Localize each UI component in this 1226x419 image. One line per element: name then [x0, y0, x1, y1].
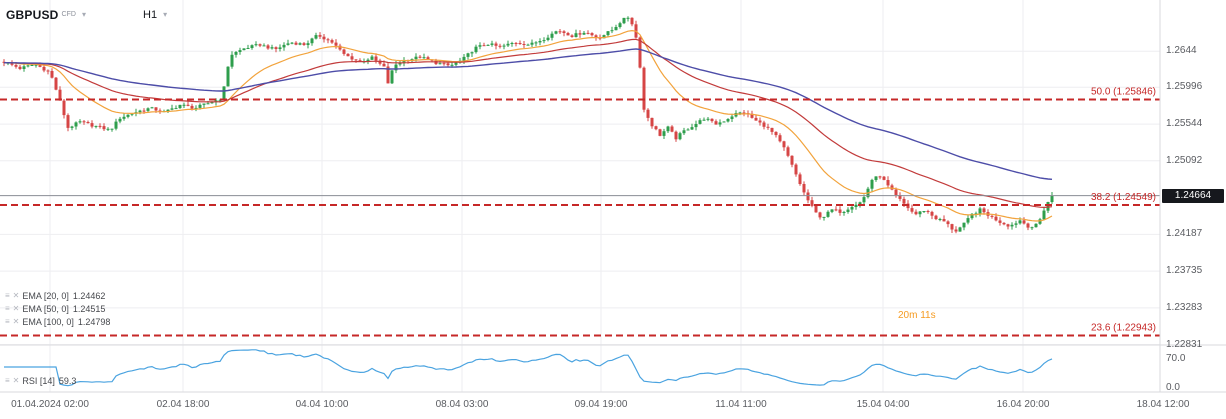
- indicator-value: 1.24798: [77, 316, 111, 327]
- time-axis-label: 08.04 03:00: [435, 399, 489, 410]
- symbol-name: GBPUSD: [6, 8, 59, 22]
- indicator-label: RSI [14]: [22, 375, 55, 386]
- price-axis[interactable]: 1.2644 1.25996 1.25544 1.25092 1.24187 1.2373…: [1161, 0, 1226, 393]
- price-axis-label: 1.25092: [1166, 155, 1203, 166]
- timeframe-label: H1: [143, 9, 158, 21]
- indicator-label: EMA [20, 0]: [22, 290, 69, 301]
- svg-text:38.2 (1.24549): 38.2 (1.24549): [1091, 192, 1156, 203]
- price-axis-label: 1.23735: [1166, 265, 1203, 276]
- price-axis-label: 1.25996: [1166, 81, 1203, 92]
- timeframe-selector[interactable]: H1 ▾: [143, 9, 167, 21]
- rsi-axis-label: 70.0: [1166, 353, 1186, 364]
- legend-row-ema50[interactable]: ≡ ✕ EMA [50, 0] 1.24515: [5, 302, 110, 315]
- price-axis-label: 1.24187: [1166, 228, 1203, 239]
- indicator-close-icon[interactable]: ✕: [12, 376, 20, 385]
- indicator-value: 59.3: [58, 375, 77, 386]
- time-axis-label: 16.04 20:00: [996, 399, 1050, 410]
- legend-row-ema100[interactable]: ≡ ✕ EMA [100, 0] 1.24798: [5, 315, 110, 328]
- time-axis[interactable]: 01.04.2024 02:00 02.04 18:00 04.04 10:00 08…: [0, 397, 1226, 419]
- rsi-axis-label: 0.0: [1166, 382, 1180, 393]
- indicator-value: 1.24515: [72, 303, 106, 314]
- legend-row-rsi[interactable]: ≡ ✕ RSI [14] 59.3: [5, 374, 76, 387]
- indicator-label: EMA [50, 0]: [22, 303, 69, 314]
- chevron-down-icon[interactable]: ▾: [163, 10, 168, 19]
- price-axis-label: 1.23283: [1166, 302, 1203, 313]
- svg-text:23.6 (1.22943): 23.6 (1.22943): [1091, 323, 1156, 334]
- price-axis-label: 1.2644: [1166, 45, 1197, 56]
- instrument-type-label: CFD: [61, 11, 76, 18]
- indicator-settings-icon[interactable]: ≡: [5, 376, 10, 385]
- rsi-legend: ≡ ✕ RSI [14] 59.3: [5, 374, 76, 387]
- legend-row-ema20[interactable]: ≡ ✕ EMA [20, 0] 1.24462: [5, 289, 110, 302]
- indicator-close-icon[interactable]: ✕: [12, 291, 20, 300]
- price-axis-label: 1.22831: [1166, 339, 1203, 350]
- time-axis-label: 01.04.2024 02:00: [11, 399, 89, 410]
- indicator-label: EMA [100, 0]: [22, 316, 74, 327]
- indicator-settings-icon[interactable]: ≡: [5, 291, 10, 300]
- indicator-close-icon[interactable]: ✕: [12, 304, 20, 313]
- indicator-value: 1.24462: [72, 290, 106, 301]
- svg-text:20m 11s: 20m 11s: [898, 310, 936, 321]
- indicator-legend: ≡ ✕ EMA [20, 0] 1.24462 ≡ ✕ EMA [50, 0] …: [5, 289, 110, 328]
- time-axis-label: 04.04 10:00: [295, 399, 349, 410]
- indicator-settings-icon[interactable]: ≡: [5, 317, 10, 326]
- svg-text:50.0 (1.25846): 50.0 (1.25846): [1091, 87, 1156, 98]
- time-axis-label: 18.04 12:00: [1136, 399, 1190, 410]
- current-price-badge: 1.24664: [1162, 189, 1224, 203]
- indicator-settings-icon[interactable]: ≡: [5, 304, 10, 313]
- chevron-down-icon[interactable]: ▾: [81, 10, 86, 19]
- time-axis-label: 02.04 18:00: [156, 399, 210, 410]
- indicator-close-icon[interactable]: ✕: [12, 317, 20, 326]
- time-axis-label: 15.04 04:00: [856, 399, 910, 410]
- price-axis-label: 1.25544: [1166, 118, 1203, 129]
- time-axis-label: 11.04 11:00: [715, 399, 767, 410]
- symbol-selector[interactable]: GBPUSD CFD ▾: [6, 9, 86, 21]
- time-axis-label: 09.04 19:00: [574, 399, 628, 410]
